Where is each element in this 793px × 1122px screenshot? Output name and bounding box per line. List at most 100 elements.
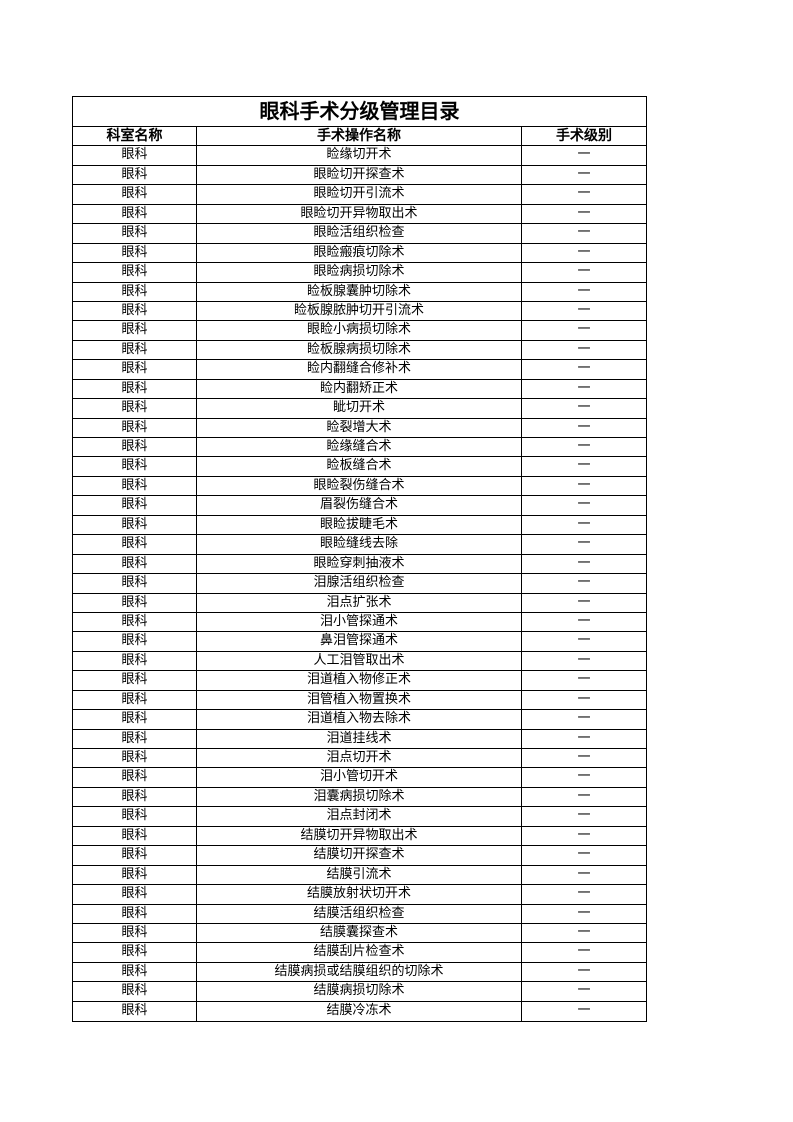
procedure-cell: 结膜放射状切开术 [197, 885, 522, 904]
department-cell: 眼科 [73, 651, 197, 671]
department-cell: 眼科 [73, 282, 197, 301]
procedure-cell: 眼睑拔睫毛术 [197, 515, 522, 535]
grade-cell: 一 [577, 866, 591, 882]
procedure-cell: 睑缘切开术 [197, 146, 522, 165]
procedure-cell: 结膜冷冻术 [197, 1001, 522, 1022]
table-row: 眼科 眉裂伤缝合术 一 [73, 496, 646, 516]
department-cell: 眼科 [73, 438, 197, 457]
grade-cell: 一 [577, 341, 591, 357]
procedure-cell: 结膜切开异物取出术 [197, 826, 522, 846]
procedure-cell: 结膜囊探查术 [197, 923, 522, 943]
department-cell: 眼科 [73, 515, 197, 535]
table-row: 眼科 结膜病损切除术 一 [73, 982, 646, 1002]
table-row: 眼科 眼睑拔睫毛术 一 [73, 515, 646, 536]
procedure-cell: 泪道植入物去除术 [197, 710, 522, 729]
department-cell: 眼科 [73, 982, 197, 1001]
procedure-cell: 泪点扩张术 [197, 593, 522, 612]
grade-cell: 一 [577, 536, 591, 552]
table-body: 眼科 睑缘切开术一眼科 眼睑切开探查术一眼科 眼睑切开引流术一眼科 眼睑切开异物取出术一… [73, 146, 646, 1022]
surgery-grading-table: 眼科手术分级管理目录 科室名称 手术操作名称 手术级别 眼科 睑缘切开术一眼科 眼睑… [72, 96, 647, 1023]
header-procedure: 手术操作名称 [197, 127, 522, 146]
table-row: 眼科 眼睑切开异物取出术 一 [73, 204, 646, 225]
grade-cell: 一 [577, 808, 591, 824]
grade-cell: 一 [577, 691, 591, 707]
department-cell: 眼科 [73, 146, 197, 165]
procedure-cell: 泪管植入物置换术 [197, 690, 522, 710]
procedure-cell: 泪点切开术 [197, 749, 522, 768]
department-cell: 眼科 [73, 690, 197, 710]
grade-cell: 一 [577, 788, 591, 804]
grade-cell: 一 [577, 886, 591, 902]
table-header-row: 科室名称 手术操作名称 手术级别 [73, 127, 646, 147]
table-row: 眼科 人工泪管取出术 一 [73, 651, 646, 672]
table-row: 眼科 睑板缝合术 一 [73, 457, 646, 477]
procedure-cell: 睑裂增大术 [197, 418, 522, 437]
procedure-cell: 睑板腺囊肿切除术 [197, 282, 522, 301]
table-row: 眼科 结膜切开异物取出术 一 [73, 826, 646, 847]
procedure-cell: 睑内翻矫正术 [197, 379, 522, 399]
grade-cell: 一 [577, 380, 591, 396]
grade-cell: 一 [577, 166, 591, 182]
table-row: 眼科 泪道挂线术 一 [73, 729, 646, 749]
grade-cell: 一 [577, 827, 591, 843]
table-row: 眼科 睑缘缝合术 一 [73, 438, 646, 458]
table-row: 眼科 眼睑小病损切除术 一 [73, 321, 646, 341]
department-cell: 眼科 [73, 204, 197, 224]
department-cell: 眼科 [73, 885, 197, 904]
grade-cell: 一 [577, 516, 591, 532]
table-row: 眼科 结膜冷冻术 一 [73, 1001, 646, 1022]
department-cell: 眼科 [73, 301, 197, 321]
procedure-cell: 泪点封闭术 [197, 807, 522, 826]
department-cell: 眼科 [73, 457, 197, 476]
document-title: 眼科手术分级管理目录 [73, 97, 646, 127]
procedure-cell: 泪小管探通术 [197, 612, 522, 632]
procedure-cell: 眼睑裂伤缝合术 [197, 476, 522, 496]
department-cell: 眼科 [73, 165, 197, 185]
procedure-cell: 眼睑切开探查术 [197, 165, 522, 185]
grade-cell: 一 [577, 711, 591, 727]
department-cell: 眼科 [73, 846, 197, 865]
grade-cell: 一 [577, 613, 591, 629]
table-row: 眼科 结膜囊探查术 一 [73, 923, 646, 944]
grade-cell: 一 [577, 847, 591, 863]
procedure-cell: 泪囊病损切除术 [197, 787, 522, 807]
grade-cell: 一 [577, 147, 591, 163]
department-cell: 眼科 [73, 632, 197, 651]
department-cell: 眼科 [73, 807, 197, 826]
procedure-cell: 泪道植入物修正术 [197, 671, 522, 690]
department-cell: 眼科 [73, 787, 197, 807]
procedure-cell: 人工泪管取出术 [197, 651, 522, 671]
department-cell: 眼科 [73, 340, 197, 360]
grade-cell: 一 [577, 283, 591, 299]
grade-cell: 一 [577, 963, 591, 979]
grade-cell: 一 [577, 186, 591, 202]
department-cell: 眼科 [73, 185, 197, 204]
procedure-cell: 眼睑病损切除术 [197, 263, 522, 282]
procedure-cell: 泪道挂线术 [197, 729, 522, 748]
table-row: 眼科 鼻泪管探通术 一 [73, 632, 646, 652]
table-row: 眼科 泪腺活组织检查 一 [73, 574, 646, 594]
procedure-cell: 眦切开术 [197, 399, 522, 418]
table-row: 眼科 泪道植入物修正术 一 [73, 671, 646, 691]
table-row: 眼科 结膜切开探查术 一 [73, 846, 646, 866]
table-row: 眼科 泪管植入物置换术 一 [73, 690, 646, 711]
header-grade: 手术级别 [556, 128, 612, 144]
department-cell: 眼科 [73, 962, 197, 982]
grade-cell: 一 [577, 652, 591, 668]
procedure-cell: 眼睑切开引流术 [197, 185, 522, 204]
procedure-cell: 泪小管切开术 [197, 768, 522, 787]
department-cell: 眼科 [73, 1001, 197, 1022]
table-row: 眼科 眼睑缝线去除 一 [73, 535, 646, 555]
procedure-cell: 结膜病损切除术 [197, 982, 522, 1001]
table-row: 眼科 泪小管探通术 一 [73, 612, 646, 633]
procedure-cell: 眼睑瘢痕切除术 [197, 243, 522, 263]
table-row: 眼科 泪囊病损切除术 一 [73, 787, 646, 808]
table-row: 眼科 结膜放射状切开术 一 [73, 885, 646, 905]
table-row: 眼科 泪点切开术 一 [73, 749, 646, 769]
table-row: 眼科 泪点扩张术 一 [73, 593, 646, 613]
procedure-cell: 睑缘缝合术 [197, 438, 522, 457]
table-row: 眼科 睑板腺病损切除术 一 [73, 340, 646, 361]
department-cell: 眼科 [73, 476, 197, 496]
table-row: 眼科 眼睑切开探查术 一 [73, 165, 646, 186]
grade-cell: 一 [577, 730, 591, 746]
